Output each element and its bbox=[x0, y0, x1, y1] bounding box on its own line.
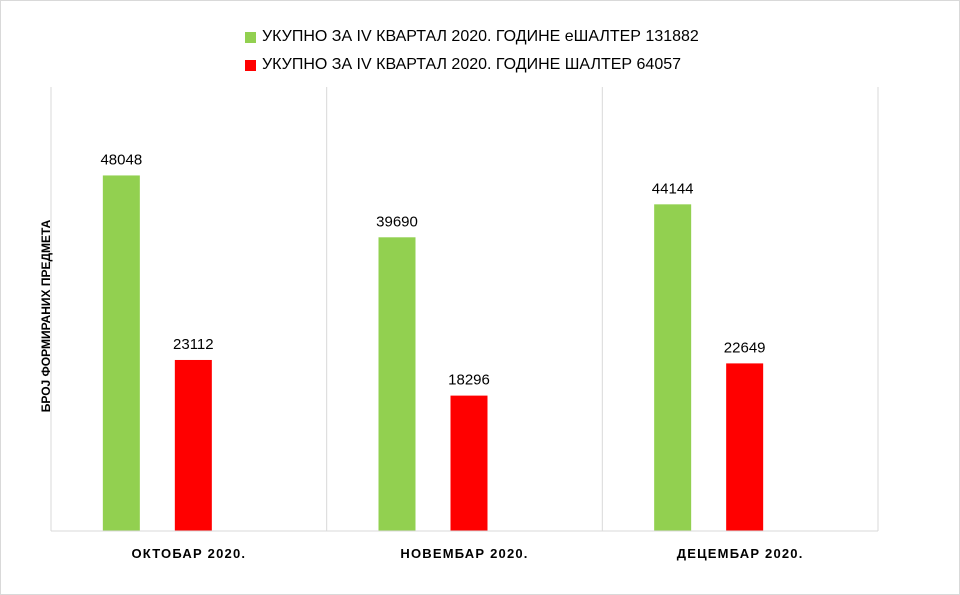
legend-item-shalter: УКУПНО ЗА IV КВАРТАЛ 2020. ГОДИНЕ ШАЛТЕР… bbox=[245, 51, 699, 79]
legend-swatch-shalter bbox=[245, 59, 256, 71]
bar-eshalter-0 bbox=[102, 175, 140, 531]
bars bbox=[102, 175, 764, 531]
legend-label-eshalter: УКУПНО ЗА IV КВАРТАЛ 2020. ГОДИНЕ еШАЛТЕ… bbox=[262, 28, 699, 45]
legend-item-eshalter: УКУПНО ЗА IV КВАРТАЛ 2020. ГОДИНЕ еШАЛТЕ… bbox=[245, 23, 699, 51]
data-label-eshalter-2: 44144 bbox=[652, 180, 694, 197]
bar-shalter-2 bbox=[726, 363, 764, 531]
axes: ОКТОБАР 2020. НОВЕМБАР 2020. ДЕЦЕМБАР 2020… bbox=[39, 219, 878, 561]
data-label-shalter-2: 22649 bbox=[724, 339, 766, 356]
legend-label-shalter: УКУПНО ЗА IV КВАРТАЛ 2020. ГОДИНЕ ШАЛТЕР… bbox=[262, 56, 682, 73]
grid-lines bbox=[50, 87, 879, 531]
bar-shalter-1 bbox=[450, 395, 488, 531]
bar-shalter-0 bbox=[174, 359, 212, 531]
x-tick-label-1: НОВЕМБАР 2020. bbox=[400, 546, 528, 561]
data-label-shalter-1: 18296 bbox=[448, 372, 490, 389]
data-label-shalter-0: 23112 bbox=[173, 336, 214, 353]
data-label-eshalter-1: 39690 bbox=[376, 213, 418, 230]
legend: УКУПНО ЗА IV КВАРТАЛ 2020. ГОДИНЕ еШАЛТЕ… bbox=[245, 23, 699, 79]
legend-swatch-eshalter bbox=[245, 31, 256, 43]
bar-eshalter-2 bbox=[654, 204, 692, 531]
x-tick-label-2: ДЕЦЕМБАР 2020. bbox=[677, 546, 804, 561]
x-tick-label-0: ОКТОБАР 2020. bbox=[131, 546, 246, 561]
data-labels: 48048 23112 39690 18296 44144 22649 bbox=[100, 151, 765, 388]
bar-eshalter-1 bbox=[378, 237, 416, 531]
y-axis-title: БРОЈ ФОРМИРАНИХ ПРЕДМЕТА bbox=[39, 219, 53, 412]
data-label-eshalter-0: 48048 bbox=[100, 151, 142, 168]
